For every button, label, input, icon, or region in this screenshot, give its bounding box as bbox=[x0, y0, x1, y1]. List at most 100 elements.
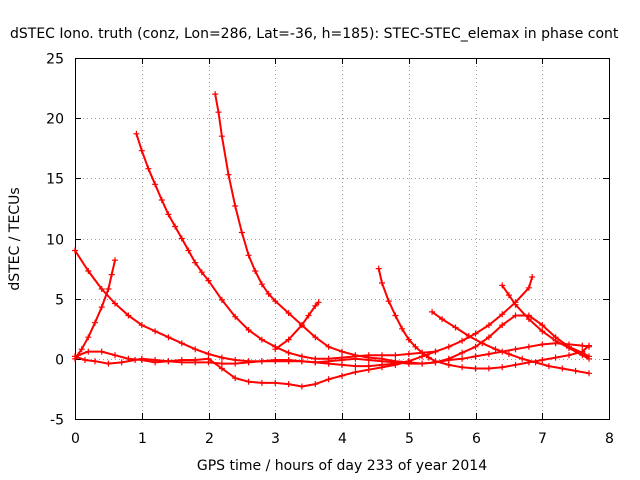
data-point bbox=[285, 310, 292, 317]
data-point bbox=[92, 358, 98, 365]
data-point bbox=[492, 346, 499, 353]
data-point bbox=[105, 360, 112, 367]
data-point bbox=[305, 312, 312, 319]
data-point bbox=[272, 346, 279, 353]
data-point bbox=[112, 300, 118, 307]
data-point bbox=[165, 334, 172, 341]
data-point bbox=[232, 203, 239, 209]
data-point bbox=[352, 352, 359, 359]
data-point bbox=[285, 358, 292, 365]
data-point bbox=[285, 336, 292, 343]
data-point bbox=[192, 259, 199, 266]
data-point bbox=[499, 364, 506, 371]
data-point bbox=[339, 354, 345, 361]
data-point bbox=[425, 354, 432, 361]
series-line bbox=[431, 310, 590, 375]
data-point bbox=[566, 352, 572, 359]
data-point bbox=[105, 286, 112, 292]
series-pass-5 bbox=[133, 130, 439, 362]
data-point bbox=[352, 369, 359, 376]
data-point bbox=[158, 197, 165, 203]
data-point bbox=[445, 343, 452, 350]
data-point bbox=[118, 359, 125, 366]
data-point bbox=[112, 257, 118, 264]
data-point bbox=[379, 364, 385, 371]
data-point bbox=[82, 357, 88, 363]
data-point bbox=[325, 376, 332, 383]
data-point bbox=[245, 327, 252, 333]
data-point bbox=[525, 284, 532, 291]
data-point bbox=[312, 355, 319, 362]
data-point bbox=[465, 333, 472, 339]
data-point bbox=[472, 365, 479, 372]
data-point bbox=[445, 355, 452, 362]
x-tick-label: 2 bbox=[205, 431, 214, 447]
y-tick-label: 10 bbox=[46, 233, 64, 249]
data-point bbox=[445, 361, 452, 368]
series-pass-6 bbox=[212, 91, 592, 367]
data-point bbox=[272, 379, 279, 386]
data-point bbox=[525, 316, 532, 323]
data-point bbox=[485, 351, 492, 357]
x-tick-label: 7 bbox=[538, 431, 547, 447]
data-point bbox=[245, 378, 252, 385]
data-point bbox=[519, 355, 526, 362]
data-point bbox=[152, 359, 159, 366]
data-point bbox=[298, 353, 305, 360]
data-point bbox=[419, 349, 426, 356]
data-point bbox=[392, 352, 399, 359]
data-point bbox=[205, 277, 212, 284]
data-point bbox=[98, 286, 105, 292]
data-point bbox=[152, 328, 159, 335]
data-point bbox=[405, 351, 412, 357]
data-point bbox=[479, 340, 486, 347]
data-point bbox=[245, 358, 252, 365]
data-point bbox=[579, 352, 586, 359]
data-point bbox=[552, 337, 559, 344]
y-tick-label: 20 bbox=[46, 112, 64, 128]
data-point bbox=[412, 343, 419, 350]
data-point bbox=[315, 299, 322, 306]
data-point bbox=[138, 147, 145, 154]
data-point bbox=[85, 268, 92, 274]
series-pass-7 bbox=[272, 299, 322, 353]
data-point bbox=[539, 357, 546, 363]
data-point bbox=[258, 379, 265, 386]
x-tick-label: 6 bbox=[472, 431, 481, 447]
data-point bbox=[566, 345, 572, 351]
data-point bbox=[238, 229, 245, 236]
x-tick-label: 0 bbox=[71, 431, 80, 447]
data-point bbox=[512, 361, 519, 368]
data-point bbox=[399, 325, 406, 332]
data-point bbox=[379, 355, 385, 362]
data-point bbox=[192, 346, 199, 353]
data-point bbox=[365, 366, 372, 373]
data-point bbox=[252, 268, 259, 274]
data-point bbox=[72, 247, 78, 254]
data-point bbox=[85, 348, 92, 355]
data-point bbox=[178, 235, 185, 242]
data-point bbox=[529, 274, 536, 280]
data-point bbox=[272, 358, 279, 365]
data-point bbox=[212, 91, 219, 98]
data-point bbox=[285, 349, 292, 356]
data-point bbox=[265, 290, 272, 297]
series-line bbox=[377, 267, 590, 370]
data-point bbox=[545, 363, 552, 370]
data-point bbox=[312, 334, 319, 341]
data-point bbox=[298, 322, 305, 329]
data-point bbox=[499, 311, 506, 318]
data-point bbox=[108, 271, 115, 278]
data-point bbox=[218, 133, 225, 140]
x-tick-label: 3 bbox=[271, 431, 280, 447]
data-point bbox=[539, 328, 546, 335]
data-point bbox=[539, 322, 546, 329]
data-point bbox=[392, 358, 399, 365]
series-pass-3 bbox=[72, 247, 412, 370]
y-tick-label: 5 bbox=[55, 293, 64, 309]
data-point bbox=[512, 346, 519, 353]
data-point bbox=[579, 342, 586, 349]
data-point bbox=[459, 349, 466, 356]
x-tick-label: 8 bbox=[605, 431, 614, 447]
y-tick-label: 0 bbox=[55, 353, 64, 369]
